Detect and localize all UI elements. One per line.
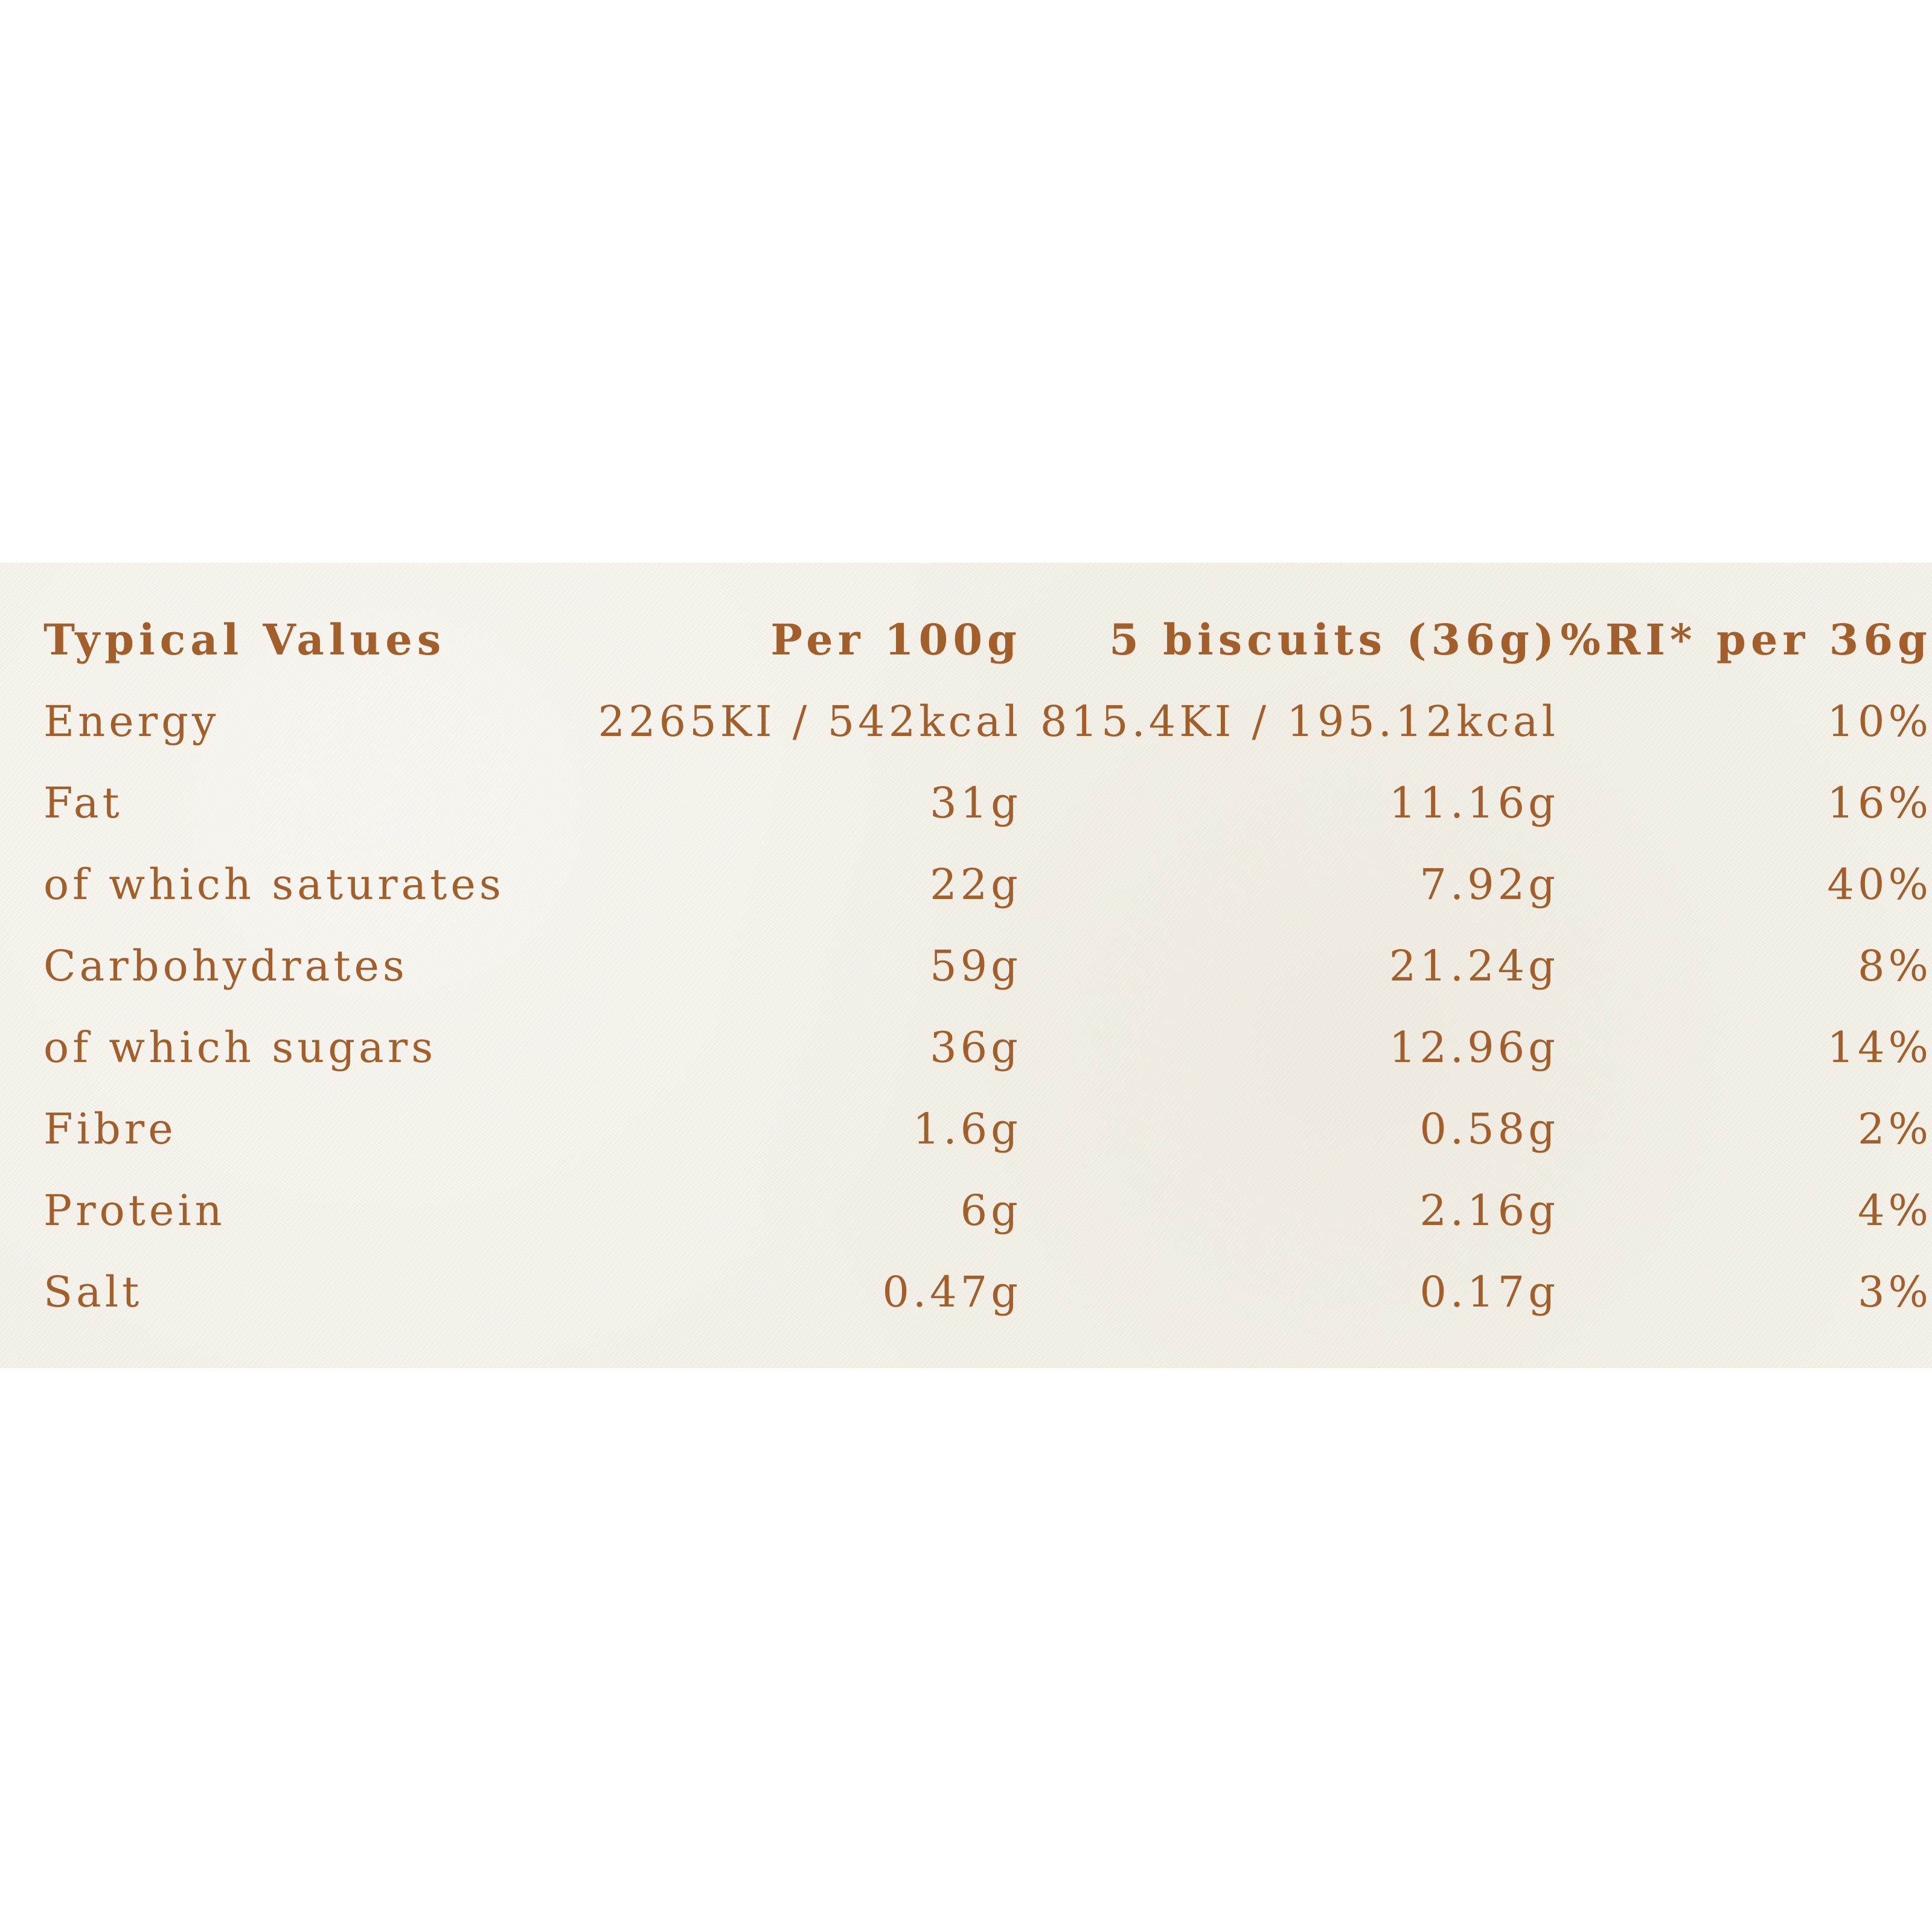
- table-row: Salt 0.47g 0.17g 3%: [43, 1251, 1932, 1332]
- per-100g-value: 0.47g: [882, 1267, 1022, 1317]
- row-label: Fat: [43, 778, 123, 828]
- nutrition-table: Typical Values Per 100g 5 biscuits (36g)…: [43, 599, 1932, 1332]
- nutrition-panel: Typical Values Per 100g 5 biscuits (36g)…: [0, 563, 1932, 1368]
- ri-percent-value: 14%: [1827, 1022, 1932, 1072]
- per-100g-value: 6g: [960, 1185, 1022, 1235]
- table-row: Carbohydrates 59g 21.24g 8%: [43, 925, 1932, 1006]
- header-typical-values: Typical Values: [43, 615, 446, 665]
- ri-percent-value: 10%: [1827, 696, 1932, 746]
- ri-percent-value: 40%: [1827, 859, 1932, 909]
- ri-percent-value: 16%: [1827, 778, 1932, 828]
- header-per-100g: Per 100g: [770, 615, 1022, 665]
- row-label: of which sugars: [43, 1022, 437, 1072]
- per-100g-value: 31g: [930, 778, 1022, 828]
- per-serving-value: 21.24g: [1389, 941, 1559, 991]
- per-100g-value: 36g: [930, 1022, 1022, 1072]
- table-row: Protein 6g 2.16g 4%: [43, 1169, 1932, 1251]
- per-serving-value: 7.92g: [1419, 859, 1559, 909]
- header-ri-percent: %RI* per 36g: [1560, 615, 1932, 665]
- table-row: of which saturates 22g 7.92g 40%: [43, 843, 1932, 925]
- table-row: Energy 2265KI / 542kcal 815.4KI / 195.12…: [43, 680, 1932, 762]
- ri-percent-value: 2%: [1857, 1104, 1932, 1154]
- table-header-row: Typical Values Per 100g 5 biscuits (36g)…: [43, 599, 1932, 680]
- per-100g-value: 2265KI / 542kcal: [598, 696, 1022, 746]
- table-row: Fibre 1.6g 0.58g 2%: [43, 1088, 1932, 1169]
- per-serving-value: 815.4KI / 195.12kcal: [1040, 696, 1559, 746]
- row-label: Carbohydrates: [43, 941, 408, 991]
- row-label: Salt: [43, 1267, 143, 1317]
- per-serving-value: 12.96g: [1389, 1022, 1559, 1072]
- ri-percent-value: 3%: [1857, 1267, 1932, 1317]
- table-row: Fat 31g 11.16g 16%: [43, 762, 1932, 843]
- ri-percent-value: 8%: [1857, 941, 1932, 991]
- per-100g-value: 1.6g: [912, 1104, 1022, 1154]
- per-serving-value: 0.17g: [1419, 1267, 1559, 1317]
- per-100g-value: 22g: [930, 859, 1022, 909]
- per-serving-value: 2.16g: [1419, 1185, 1559, 1235]
- row-label: Fibre: [43, 1104, 177, 1154]
- header-per-serving: 5 biscuits (36g): [1109, 615, 1559, 665]
- per-serving-value: 11.16g: [1389, 778, 1559, 828]
- table-row: of which sugars 36g 12.96g 14%: [43, 1006, 1932, 1088]
- per-serving-value: 0.58g: [1419, 1104, 1559, 1154]
- row-label: Protein: [43, 1185, 226, 1235]
- row-label: Energy: [43, 696, 220, 746]
- ri-percent-value: 4%: [1857, 1185, 1932, 1235]
- row-label: of which saturates: [43, 859, 505, 909]
- per-100g-value: 59g: [930, 941, 1022, 991]
